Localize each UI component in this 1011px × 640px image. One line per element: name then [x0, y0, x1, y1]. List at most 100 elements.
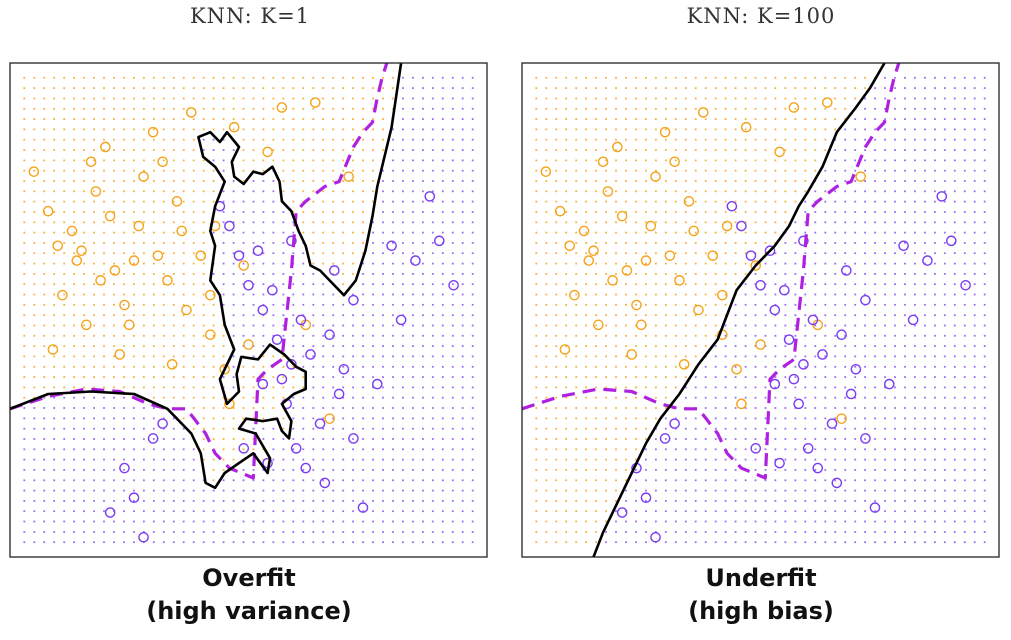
grid-dot: [312, 520, 315, 523]
grid-dot: [764, 407, 767, 409]
grid-dot: [934, 169, 936, 172]
grid-dot: [764, 303, 767, 306]
purple-point: [395, 314, 407, 326]
grid-dot: [814, 324, 817, 327]
grid-dot: [943, 314, 946, 317]
grid-dot: [461, 190, 464, 193]
grid-dot: [744, 334, 747, 337]
grid-dot: [884, 76, 886, 79]
grid-dot: [684, 489, 687, 492]
grid-dot: [33, 128, 36, 131]
grid-dot: [33, 531, 36, 533]
grid-dot: [83, 107, 85, 110]
grid-dot: [222, 427, 225, 430]
grid-dot: [565, 76, 568, 79]
grid-dot: [704, 273, 707, 275]
grid-dot: [143, 376, 145, 378]
grid-dot: [242, 448, 245, 451]
grid-dot: [93, 97, 95, 100]
grid-dot: [973, 231, 976, 234]
grid-dot: [242, 334, 245, 337]
grid-dot: [113, 118, 115, 120]
grid-dot: [93, 118, 95, 120]
grid-dot: [322, 138, 325, 141]
grid-dot: [565, 510, 568, 513]
grid-dot: [794, 231, 797, 234]
grid-dot: [33, 345, 36, 347]
grid-dot: [764, 231, 767, 234]
grid-dot: [814, 149, 817, 151]
grid-dot: [212, 200, 215, 203]
grid-dot: [934, 355, 936, 358]
grid-dot: [794, 376, 797, 378]
grid-dot: [312, 345, 315, 347]
grid-dot: [864, 107, 866, 110]
grid-dot: [93, 541, 95, 544]
grid-dot: [625, 500, 627, 502]
grid-dot: [152, 448, 155, 451]
grid-dot: [63, 345, 66, 347]
grid-dot: [734, 355, 737, 358]
grid-dot: [172, 118, 175, 120]
grid-dot: [973, 273, 976, 275]
orange-point: [176, 225, 188, 237]
grid-dot: [262, 252, 265, 255]
grid-dot: [23, 355, 26, 358]
grid-dot: [182, 376, 185, 378]
grid-dot: [684, 469, 687, 471]
grid-dot: [262, 190, 265, 193]
grid-dot: [362, 242, 364, 244]
grid-dot: [342, 448, 345, 451]
grid-dot: [461, 107, 464, 110]
grid-dot: [222, 97, 225, 100]
grid-dot: [412, 303, 414, 306]
grid-dot: [372, 376, 374, 378]
grid-dot: [312, 283, 315, 286]
grid-dot: [545, 376, 548, 378]
grid-dot: [73, 107, 75, 110]
grid-dot: [814, 221, 817, 224]
grid-dot: [133, 510, 135, 513]
grid-dot: [734, 303, 737, 306]
grid-dot: [565, 293, 568, 296]
grid-dot: [674, 107, 677, 110]
grid-dot: [232, 541, 235, 544]
grid-dot: [764, 500, 767, 502]
grid-dot: [973, 283, 976, 286]
grid-dot: [605, 355, 607, 358]
grid-dot: [262, 365, 265, 368]
grid-dot: [372, 417, 374, 420]
grid-dot: [774, 159, 777, 162]
grid-dot: [252, 118, 255, 120]
grid-dot: [545, 149, 548, 151]
grid-dot: [655, 252, 657, 255]
grid-dot: [704, 293, 707, 296]
grid-dot: [43, 500, 46, 502]
grid-dot: [103, 324, 105, 327]
grid-dot: [73, 438, 75, 440]
grid-dot: [451, 190, 454, 193]
grid-dot: [605, 97, 607, 100]
grid-dot: [794, 107, 797, 110]
grid-dot: [585, 427, 587, 430]
grid-dot: [904, 365, 906, 368]
grid-dot: [33, 252, 36, 255]
grid-dot: [73, 283, 75, 286]
grid-dot: [252, 355, 255, 358]
grid-dot: [535, 376, 538, 378]
grid-dot: [894, 138, 896, 141]
grid-dot: [655, 438, 657, 440]
grid-dot: [451, 345, 454, 347]
grid-dot: [262, 118, 265, 120]
grid-dot: [734, 510, 737, 513]
grid-dot: [23, 479, 26, 482]
grid-dot: [123, 314, 125, 317]
grid-dot: [605, 427, 607, 430]
grid-dot: [585, 500, 587, 502]
grid-dot: [133, 386, 135, 389]
grid-dot: [162, 118, 165, 120]
grid-dot: [884, 417, 886, 420]
grid-dot: [222, 138, 225, 141]
grid-dot: [332, 118, 335, 120]
grid-dot: [352, 448, 354, 451]
